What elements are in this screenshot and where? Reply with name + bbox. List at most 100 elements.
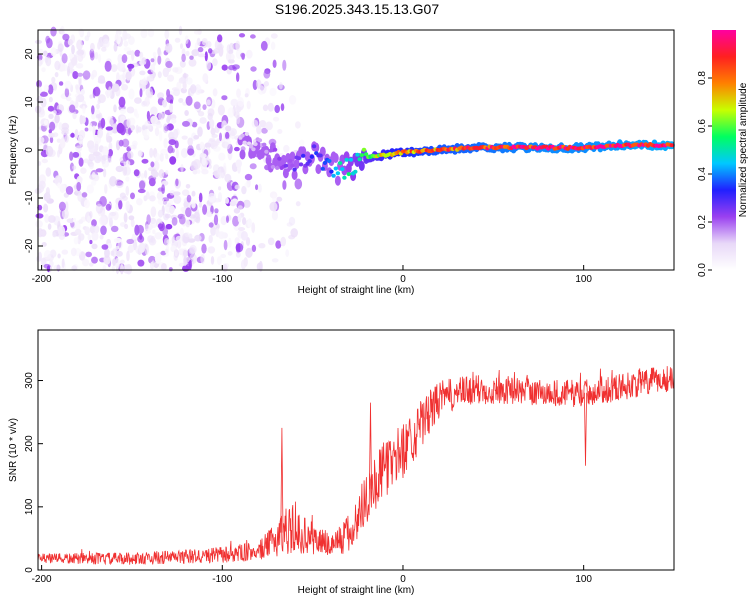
noise-blob	[167, 74, 175, 82]
noise-blob	[251, 222, 256, 234]
noise-blob	[164, 125, 170, 132]
noise-blob	[100, 117, 106, 129]
colorbar-tick-label: 0.4	[697, 167, 708, 181]
noise-blob	[43, 84, 49, 93]
noise-blob	[92, 125, 96, 136]
noise-blob	[74, 228, 82, 235]
noise-blob	[201, 243, 207, 254]
noise-blob	[283, 144, 290, 153]
noise-blob	[227, 107, 235, 118]
noise-blob	[104, 184, 108, 194]
noise-blob	[43, 203, 49, 213]
noise-blob	[113, 104, 117, 113]
noise-blob	[75, 84, 79, 90]
noise-blob	[174, 37, 181, 43]
noise-blob	[235, 159, 242, 168]
ridge-point	[357, 157, 362, 162]
noise-blob	[197, 46, 204, 53]
noise-blob	[75, 145, 82, 152]
noise-blob	[212, 58, 218, 67]
noise-blob	[168, 131, 175, 140]
noise-blob	[175, 178, 179, 187]
noise-blob	[198, 111, 205, 117]
noise-blob	[271, 258, 279, 263]
noise-blob	[120, 264, 124, 275]
noise-blob	[244, 93, 249, 98]
colorbar-tick-label: 0.0	[697, 263, 708, 277]
noise-blob	[272, 59, 277, 68]
noise-blob	[64, 134, 69, 143]
ridge-point	[361, 147, 367, 152]
noise-blob	[158, 130, 163, 142]
noise-blob	[223, 239, 228, 251]
noise-blob	[149, 195, 156, 202]
noise-blob	[184, 110, 189, 116]
noise-blob	[234, 184, 240, 190]
noise-blob	[233, 208, 241, 214]
noise-blob	[119, 108, 127, 115]
noise-blob	[78, 157, 84, 167]
noise-blob	[43, 119, 49, 126]
noise-blob	[140, 173, 145, 179]
noise-blob	[243, 199, 251, 208]
noise-blob	[137, 259, 145, 267]
noise-blob	[153, 160, 160, 171]
noise-blob	[95, 203, 103, 214]
noise-blob	[121, 84, 129, 91]
noise-blob	[113, 43, 118, 52]
spectrogram-noise-layer	[34, 25, 305, 275]
noise-blob	[125, 71, 132, 81]
noise-blob	[161, 263, 167, 271]
noise-blob	[227, 59, 235, 64]
noise-blob	[59, 183, 66, 193]
noise-blob	[106, 157, 112, 164]
snr-panel: -200 -100 0 100 0 100 200 300 Height of straig…	[8, 329, 675, 596]
noise-blob	[141, 158, 149, 164]
noise-blob	[192, 169, 198, 175]
noise-blob	[108, 212, 113, 222]
noise-blob	[274, 104, 281, 114]
spectrogram-y-label: Frequency (Hz)	[8, 116, 19, 185]
noise-blob	[47, 105, 55, 112]
noise-blob	[220, 215, 228, 226]
noise-blob	[229, 128, 238, 137]
ridge-point	[353, 169, 358, 174]
noise-blob	[279, 82, 283, 90]
noise-blob	[53, 82, 58, 91]
noise-blob	[44, 213, 50, 223]
noise-blob	[210, 256, 215, 265]
noise-blob	[224, 173, 232, 183]
y-tick-label: 0	[24, 147, 35, 153]
noise-blob	[112, 211, 119, 221]
ridge-halo	[239, 149, 246, 160]
noise-blob	[179, 60, 186, 68]
noise-blob	[88, 144, 96, 154]
noise-blob	[118, 96, 126, 108]
noise-blob	[237, 213, 242, 223]
noise-blob	[251, 119, 259, 128]
ridge-halo	[293, 159, 300, 170]
noise-blob	[271, 210, 278, 221]
noise-blob	[204, 142, 212, 149]
noise-blob	[129, 144, 137, 150]
noise-blob	[183, 256, 187, 267]
noise-blob	[58, 122, 63, 130]
noise-blob	[115, 245, 120, 250]
noise-blob	[191, 190, 196, 197]
noise-blob	[77, 192, 84, 202]
noise-blob	[218, 45, 224, 57]
y-tick-label: 10	[24, 96, 35, 108]
noise-blob	[48, 113, 54, 120]
noise-blob	[260, 40, 268, 51]
noise-blob	[135, 112, 140, 119]
noise-blob	[89, 94, 93, 99]
noise-blob	[51, 76, 56, 83]
noise-blob	[204, 51, 208, 62]
noise-blob	[146, 110, 150, 121]
noise-blob	[40, 137, 45, 144]
noise-blob	[70, 132, 75, 138]
noise-blob	[144, 228, 151, 234]
noise-blob	[47, 84, 54, 95]
noise-blob	[82, 258, 90, 267]
ridge-point	[262, 142, 267, 147]
